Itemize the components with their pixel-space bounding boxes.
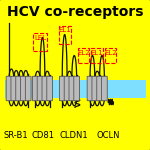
FancyBboxPatch shape xyxy=(92,76,98,101)
Text: CLDN1: CLDN1 xyxy=(60,130,88,140)
FancyBboxPatch shape xyxy=(102,76,107,101)
Text: LEL: LEL xyxy=(34,34,46,40)
Bar xyxy=(92,48,103,63)
Text: CD81: CD81 xyxy=(31,130,54,140)
FancyBboxPatch shape xyxy=(87,76,93,101)
FancyBboxPatch shape xyxy=(25,76,31,101)
FancyBboxPatch shape xyxy=(32,76,38,101)
FancyBboxPatch shape xyxy=(59,76,65,101)
Bar xyxy=(4,80,146,98)
Bar xyxy=(33,33,47,51)
Text: EL1: EL1 xyxy=(58,27,71,33)
Text: HCV co-receptors: HCV co-receptors xyxy=(7,5,143,19)
FancyBboxPatch shape xyxy=(37,76,43,101)
FancyBboxPatch shape xyxy=(21,76,26,101)
FancyBboxPatch shape xyxy=(69,76,75,101)
Text: EL2: EL2 xyxy=(104,50,117,56)
FancyBboxPatch shape xyxy=(47,76,52,101)
Text: EL2: EL2 xyxy=(77,50,90,56)
FancyBboxPatch shape xyxy=(64,76,70,101)
FancyBboxPatch shape xyxy=(97,76,102,101)
Text: OCLN: OCLN xyxy=(96,130,120,140)
Text: SR-B1: SR-B1 xyxy=(3,130,28,140)
FancyBboxPatch shape xyxy=(11,76,17,101)
FancyBboxPatch shape xyxy=(16,76,21,101)
Bar xyxy=(59,26,71,44)
FancyBboxPatch shape xyxy=(42,76,48,101)
Bar xyxy=(105,48,116,63)
Bar xyxy=(78,48,89,63)
Text: EL1: EL1 xyxy=(91,50,103,56)
FancyBboxPatch shape xyxy=(6,76,12,101)
FancyBboxPatch shape xyxy=(74,76,80,101)
